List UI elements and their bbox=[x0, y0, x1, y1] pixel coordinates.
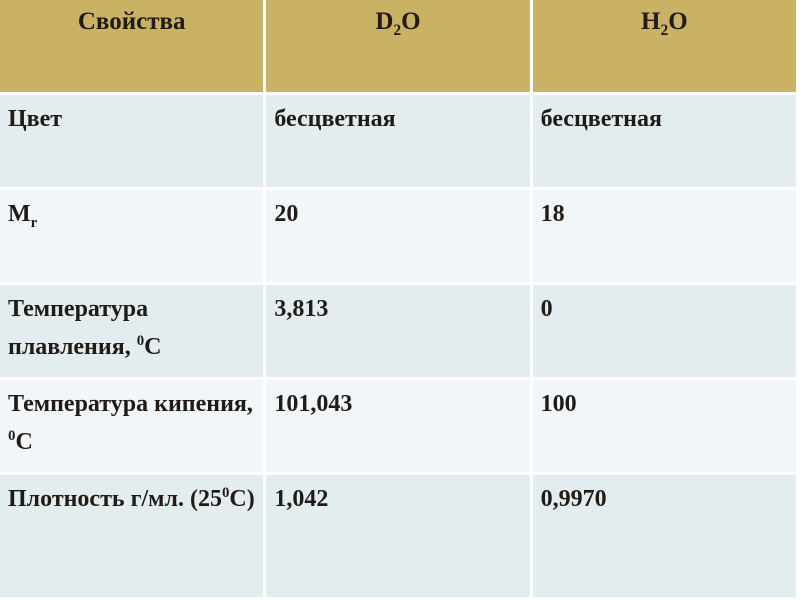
cell-text: 3,813 bbox=[274, 296, 329, 322]
d2o-value-cell: 1,042 bbox=[266, 475, 530, 597]
h2o-value-cell: бесцветная bbox=[532, 95, 796, 187]
h2o-value-cell: 0,9970 bbox=[532, 475, 796, 597]
cell-text: 18 bbox=[540, 201, 565, 227]
cell-text: 100 bbox=[540, 391, 577, 417]
d2o-value-cell: бесцветная bbox=[266, 95, 530, 187]
d2o-value-cell: 3,813 bbox=[266, 285, 530, 377]
cell-text: O bbox=[401, 8, 421, 35]
h2o-value-cell: 18 bbox=[532, 190, 796, 282]
property-cell: Температура кипения, 0С bbox=[0, 380, 264, 472]
superscript: 0 bbox=[8, 428, 16, 445]
cell-text: Плотность г/мл. (25 bbox=[8, 486, 222, 512]
d2o-value-cell: 20 bbox=[266, 190, 530, 282]
cell-text: С bbox=[15, 429, 33, 456]
header-cell-properties: Свойства bbox=[0, 0, 264, 92]
h2o-value-cell: 0 bbox=[532, 285, 796, 377]
property-cell: Температура плавления, 0С bbox=[0, 285, 264, 377]
cell-text: 101,043 bbox=[274, 391, 353, 417]
subscript: 2 bbox=[660, 22, 669, 39]
property-cell: Цвет bbox=[0, 95, 264, 187]
cell-text: Температура плавления, bbox=[8, 296, 155, 361]
property-cell: Плотность г/мл. (250С) bbox=[0, 475, 264, 597]
cell-text: бесцветная bbox=[540, 106, 662, 132]
cell-text: 0,9970 bbox=[540, 486, 607, 512]
cell-text: D bbox=[375, 8, 394, 35]
cell-text: Температура кипения, bbox=[8, 391, 253, 417]
cell-text: O bbox=[668, 8, 688, 35]
cell-text: Цвет bbox=[8, 106, 63, 132]
property-cell: Mr bbox=[0, 190, 264, 282]
cell-text: 1,042 bbox=[274, 486, 329, 512]
cell-text: 20 bbox=[274, 201, 299, 227]
header-cell-d2o: D2O bbox=[266, 0, 530, 92]
cell-text: M bbox=[8, 201, 31, 227]
cell-text: бесцветная bbox=[274, 106, 396, 132]
cell-text: Свойства bbox=[77, 8, 186, 35]
subscript: r bbox=[30, 214, 38, 231]
cell-text: 0 bbox=[540, 296, 553, 322]
superscript: 0 bbox=[136, 333, 145, 350]
subscript: 2 bbox=[393, 22, 402, 39]
cell-text: С) bbox=[229, 486, 255, 512]
cell-text: С bbox=[144, 334, 162, 361]
d2o-value-cell: 101,043 bbox=[266, 380, 530, 472]
h2o-value-cell: 100 bbox=[532, 380, 796, 472]
superscript: 0 bbox=[221, 485, 230, 501]
header-cell-h2o: H2O bbox=[532, 0, 796, 92]
cell-text: H bbox=[641, 8, 661, 35]
